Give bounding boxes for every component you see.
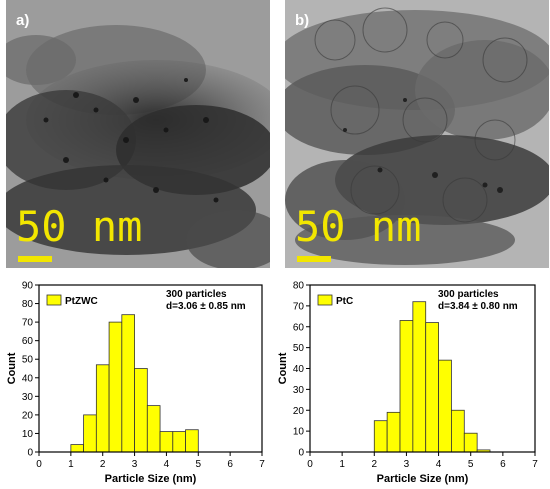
scale-bar-a	[18, 256, 52, 262]
y-tick-label: 80	[22, 299, 34, 310]
histogram-chart-a: 0 1 2 3 4 5 6 7 0 10 20 30 40 50 60 70 80 90 Particle Size…	[0, 268, 275, 489]
y-tick-label: 30	[22, 392, 34, 403]
y-tick-label: 0	[298, 448, 304, 459]
histogram-bar	[95, 364, 110, 453]
y-tick-label: 70	[293, 301, 305, 312]
tem-image-a-texture	[6, 0, 270, 268]
panel-letter-a: a)	[16, 12, 30, 29]
y-tick-label: 70	[22, 318, 34, 329]
histogram-bar	[121, 314, 135, 453]
x-axis-label: Particle Size (nm)	[105, 473, 197, 485]
x-tick-label: 6	[227, 459, 233, 470]
legend-label: PtC	[336, 296, 353, 307]
scale-bar-b	[297, 256, 331, 262]
x-tick-label: 0	[36, 459, 42, 470]
y-tick-label: 30	[293, 385, 305, 396]
annotation-text: 300 particles	[438, 289, 499, 300]
legend-swatch	[46, 294, 62, 306]
histogram-chart-b: 0 1 2 3 4 5 6 7 0 10 20 30 40 50 60 70 80 Particle Size (…	[275, 268, 550, 489]
histogram-bar	[83, 414, 97, 453]
x-tick-label: 1	[68, 459, 74, 470]
x-tick-label: 3	[132, 459, 138, 470]
histogram-bar	[70, 444, 84, 453]
histogram-bar	[463, 432, 478, 453]
x-tick-label: 4	[164, 459, 170, 470]
y-tick-label: 10	[22, 429, 34, 440]
annotation-text: d=3.06 ± 0.85 nm	[166, 301, 246, 312]
y-tick-label: 60	[293, 322, 305, 333]
y-tick-label: 90	[22, 281, 34, 292]
histogram-bar	[425, 322, 439, 453]
y-tick-label: 0	[27, 448, 33, 459]
y-tick-label: 50	[22, 355, 34, 366]
histogram-bar	[159, 431, 174, 453]
y-tick-label: 40	[22, 373, 34, 384]
y-tick-label: 80	[293, 281, 305, 292]
x-tick-label: 5	[196, 459, 202, 470]
histogram-bar	[172, 431, 186, 453]
x-tick-label: 0	[307, 459, 313, 470]
tem-image-a: a) 50 nm	[6, 0, 270, 268]
histogram-bar	[451, 409, 465, 453]
x-tick-label: 5	[468, 459, 474, 470]
x-tick-label: 6	[500, 459, 506, 470]
annotation-text: 300 particles	[166, 289, 227, 300]
histogram-bar	[438, 359, 452, 453]
scale-label-b: 50 nm	[295, 202, 422, 251]
annotation-text: d=3.84 ± 0.80 nm	[438, 301, 518, 312]
tem-image-b: b) 50 nm	[285, 0, 549, 268]
x-tick-label: 3	[404, 459, 410, 470]
histogram-bar	[185, 429, 199, 453]
x-tick-label: 7	[259, 459, 265, 470]
histogram-bar	[386, 411, 401, 453]
histogram-bar	[146, 405, 161, 453]
y-tick-label: 50	[293, 343, 305, 354]
y-axis-label: Count	[6, 352, 18, 384]
legend-label: PtZWC	[65, 296, 98, 307]
legend-swatch	[317, 294, 333, 306]
histogram-bar	[399, 320, 414, 453]
x-tick-label: 7	[532, 459, 538, 470]
x-axis-label: Particle Size (nm)	[377, 473, 469, 485]
x-tick-label: 4	[436, 459, 442, 470]
histogram-bar	[134, 368, 148, 453]
y-tick-label: 60	[22, 336, 34, 347]
y-tick-label: 40	[293, 364, 305, 375]
histogram-bar	[108, 321, 123, 453]
y-tick-label: 20	[293, 406, 305, 417]
x-tick-label: 2	[372, 459, 378, 470]
histogram-bar	[412, 301, 427, 453]
y-tick-label: 20	[22, 410, 34, 421]
y-tick-label: 10	[293, 427, 305, 438]
plot-frame	[38, 284, 263, 453]
scale-label-a: 50 nm	[16, 202, 143, 251]
x-tick-label: 2	[100, 459, 106, 470]
y-axis-label: Count	[277, 352, 289, 384]
tem-image-b-texture	[285, 0, 549, 268]
panel-letter-b: b)	[295, 12, 310, 29]
x-tick-label: 1	[339, 459, 345, 470]
histogram-bar	[373, 420, 388, 453]
